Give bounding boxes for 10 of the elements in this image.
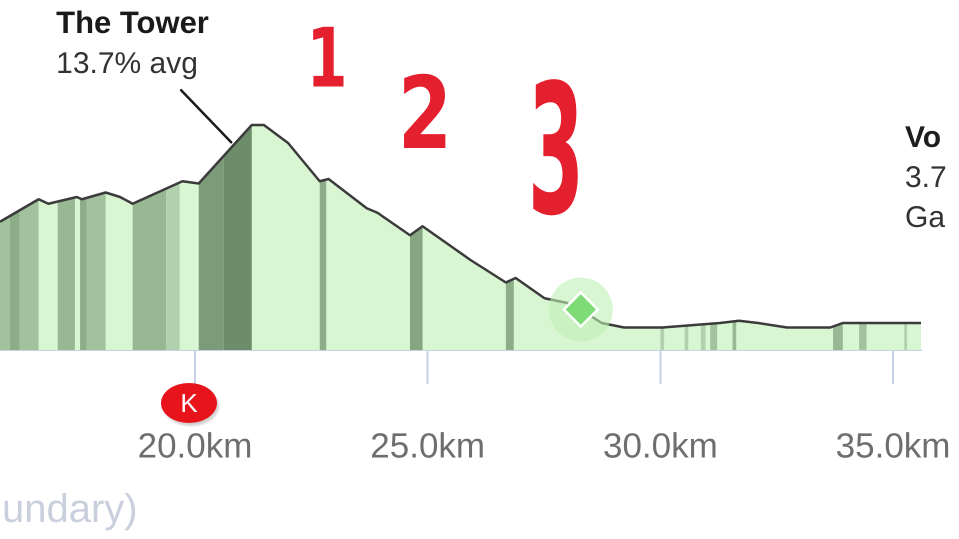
annotation: 3 — [528, 45, 584, 256]
annotation: 2 — [398, 56, 452, 173]
x-tick-label: 25.0km — [370, 426, 486, 466]
letter-badge: K — [161, 383, 217, 423]
text: 1 — [306, 10, 348, 106]
annotation: Vo 3.7 Ga — [905, 121, 947, 234]
annotation: The Tower 13.7% avg — [56, 5, 209, 80]
x-tick-label: 20.0km — [138, 426, 252, 466]
x-tick-label: 35.0km — [836, 426, 950, 466]
x-tick-label: 30.0km — [602, 426, 718, 466]
